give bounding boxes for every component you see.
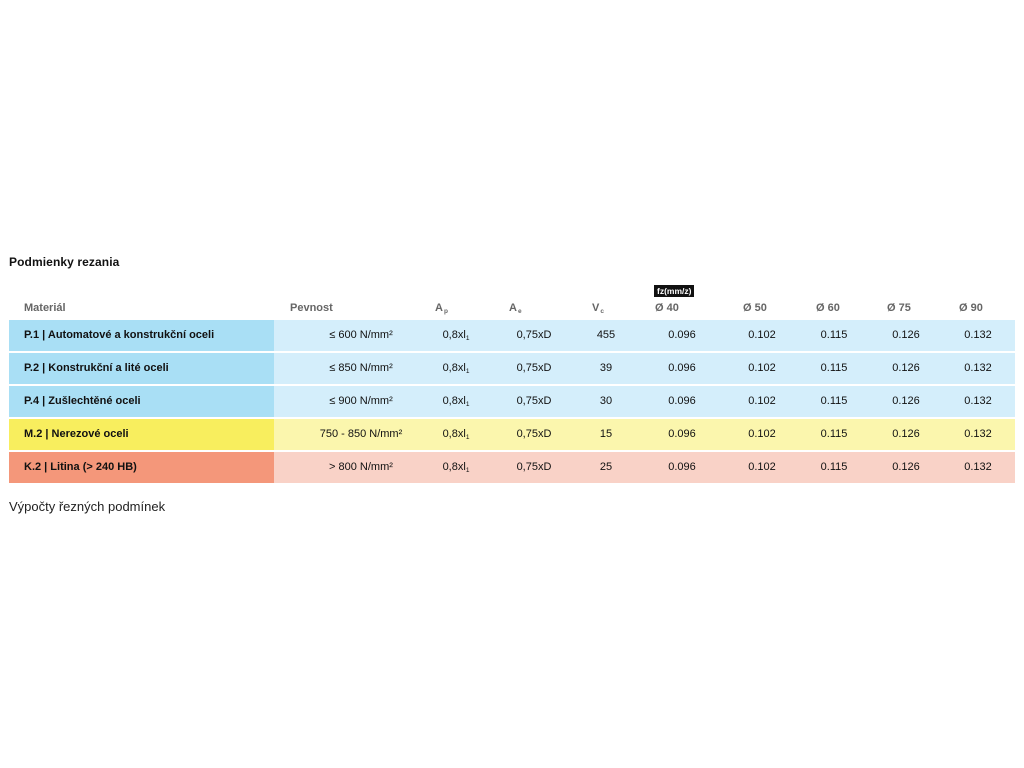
cell-ap: 0,8xl1 — [406, 452, 506, 486]
cell-d50: 0.102 — [748, 461, 776, 473]
header-d60: Ø 60 — [816, 302, 840, 314]
cell-vc: 25 — [599, 461, 613, 473]
cell-ap: 0,8xl1 — [406, 353, 506, 387]
header-ap-sub: p — [443, 308, 448, 315]
section-title: Podmienky rezania — [9, 255, 120, 269]
cell-d60: 0.115 — [820, 395, 848, 407]
cell-d50: 0.102 — [748, 428, 776, 440]
row-values: ≤ 900 N/mm² 0,8xl1 0,75xD 30 0.096 0.102 0.115… — [274, 386, 1015, 417]
cell-d60: 0.115 — [820, 362, 848, 374]
cell-ap-sub: 1 — [465, 335, 470, 342]
cell-d90: 0.132 — [964, 362, 992, 374]
fz-badge: fz(mm/z) — [654, 285, 695, 297]
material-cell: M.2 | Nerezové oceli — [9, 419, 274, 450]
table-row: P.1 | Automatové a konstrukční oceli ≤ 60… — [9, 320, 1015, 351]
cell-d60: 0.115 — [820, 329, 848, 341]
cell-ap-value: 0,8xl — [442, 428, 466, 440]
header-material: Materiál — [24, 302, 66, 314]
cell-d40: 0.096 — [668, 461, 696, 473]
cell-ap-sub: 1 — [465, 401, 470, 408]
cell-d90: 0.132 — [964, 395, 992, 407]
header-d40: Ø 40 — [655, 302, 679, 314]
cell-ae: 0,75xD — [516, 362, 552, 374]
header-pevnost: Pevnost — [290, 302, 333, 314]
header-ae: Ae — [509, 296, 522, 324]
cell-ap: 0,8xl1 — [406, 419, 506, 453]
row-values: 750 - 850 N/mm² 0,8xl1 0,75xD 15 0.096 0.102 0… — [274, 419, 1015, 450]
row-values: > 800 N/mm² 0,8xl1 0,75xD 25 0.096 0.102 0.115… — [274, 452, 1015, 483]
table-row: M.2 | Nerezové oceli 750 - 850 N/mm² 0,8xl… — [9, 419, 1015, 450]
cell-d40: 0.096 — [668, 329, 696, 341]
cell-vc: 30 — [599, 395, 613, 407]
row-values: ≤ 600 N/mm² 0,8xl1 0,75xD 455 0.096 0.102 0.11… — [274, 320, 1015, 351]
cell-ap-value: 0,8xl — [442, 362, 466, 374]
cell-ap-value: 0,8xl — [442, 461, 466, 473]
cell-d75: 0.126 — [892, 461, 920, 473]
cell-d60: 0.115 — [820, 428, 848, 440]
table-row: K.2 | Litina (> 240 HB) > 800 N/mm² 0,8xl1… — [9, 452, 1015, 483]
cell-d75: 0.126 — [892, 395, 920, 407]
cell-d50: 0.102 — [748, 329, 776, 341]
cell-d75: 0.126 — [892, 329, 920, 341]
cell-vc: 15 — [599, 428, 613, 440]
row-values: ≤ 850 N/mm² 0,8xl1 0,75xD 39 0.096 0.102 0.115… — [274, 353, 1015, 384]
cell-d90: 0.132 — [964, 461, 992, 473]
cell-pevnost: ≤ 850 N/mm² — [329, 362, 393, 374]
cell-ap-sub: 1 — [465, 368, 470, 375]
cell-ap: 0,8xl1 — [406, 386, 506, 420]
header-vc-label: V — [592, 302, 600, 314]
caption: Výpočty řezných podmínek — [9, 499, 166, 514]
material-cell: P.4 | Zušlechtěné oceli — [9, 386, 274, 417]
header-d50: Ø 50 — [743, 302, 767, 314]
table-header-row: Materiál Pevnost Ap Ae Vc Ø 40 Ø 50 Ø 60… — [9, 296, 1015, 320]
cell-ae: 0,75xD — [516, 395, 552, 407]
cell-ap-value: 0,8xl — [442, 395, 466, 407]
cell-ap-value: 0,8xl — [442, 329, 466, 341]
cell-d40: 0.096 — [668, 395, 696, 407]
cell-pevnost: > 800 N/mm² — [329, 461, 393, 473]
header-d75: Ø 75 — [887, 302, 911, 314]
header-vc-sub: c — [600, 308, 604, 315]
material-cell: K.2 | Litina (> 240 HB) — [9, 452, 274, 483]
cell-ap-sub: 1 — [465, 467, 470, 474]
header-ae-label: A — [509, 302, 517, 314]
cell-ae: 0,75xD — [516, 461, 552, 473]
header-ap: Ap — [435, 296, 448, 324]
cell-d50: 0.102 — [748, 362, 776, 374]
cell-d50: 0.102 — [748, 395, 776, 407]
table-body: P.1 | Automatové a konstrukční oceli ≤ 60… — [9, 320, 1015, 485]
cell-ae: 0,75xD — [516, 428, 552, 440]
cell-pevnost: ≤ 900 N/mm² — [329, 395, 393, 407]
cell-d60: 0.115 — [820, 461, 848, 473]
material-cell: P.2 | Konstrukční a lité oceli — [9, 353, 274, 384]
table-row: P.4 | Zušlechtěné oceli ≤ 900 N/mm² 0,8xl1… — [9, 386, 1015, 417]
cell-ae: 0,75xD — [516, 329, 552, 341]
cell-ap-sub: 1 — [465, 434, 470, 441]
cell-d75: 0.126 — [892, 428, 920, 440]
header-d90: Ø 90 — [959, 302, 983, 314]
header-ap-label: A — [435, 302, 443, 314]
table-row: P.2 | Konstrukční a lité oceli ≤ 850 N/mm… — [9, 353, 1015, 384]
cell-pevnost: 750 - 850 N/mm² — [319, 428, 403, 440]
cell-d90: 0.132 — [964, 428, 992, 440]
cell-vc: 39 — [599, 362, 613, 374]
header-ae-sub: e — [517, 308, 522, 315]
cell-ap: 0,8xl1 — [406, 320, 506, 354]
header-vc: Vc — [592, 296, 604, 324]
cell-d75: 0.126 — [892, 362, 920, 374]
material-cell: P.1 | Automatové a konstrukční oceli — [9, 320, 274, 351]
cell-vc: 455 — [596, 329, 616, 341]
cell-d90: 0.132 — [964, 329, 992, 341]
cell-pevnost: ≤ 600 N/mm² — [329, 329, 393, 341]
cell-d40: 0.096 — [668, 362, 696, 374]
cell-d40: 0.096 — [668, 428, 696, 440]
